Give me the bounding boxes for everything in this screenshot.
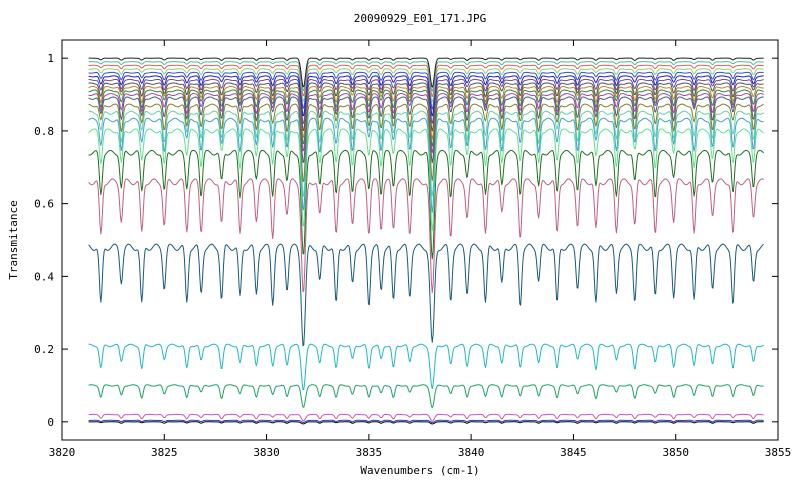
x-axis-label: Wavenumbers (cm-1): [360, 464, 479, 477]
series-line: [88, 178, 764, 294]
series-line: [88, 96, 764, 164]
series-line: [88, 128, 764, 232]
x-tick-label: 3835: [356, 446, 383, 459]
y-tick-label: 0.2: [34, 343, 54, 356]
series-line: [88, 384, 764, 409]
x-tick-label: 3845: [560, 446, 587, 459]
series-line: [88, 93, 764, 154]
y-tick-label: 0.6: [34, 198, 54, 211]
series-line: [88, 413, 764, 422]
y-tick-label: 0: [47, 416, 54, 429]
y-tick-label: 0.8: [34, 125, 54, 138]
y-tick-label: 0.4: [34, 270, 54, 283]
series-line: [88, 419, 764, 424]
x-tick-label: 3825: [151, 446, 178, 459]
series-line: [88, 61, 764, 92]
plot-frame: [61, 39, 779, 441]
y-axis: 0 0.2 0.4 0.6 0.8 1: [34, 52, 778, 429]
x-tick-label: 3820: [49, 446, 76, 459]
series-layer: [88, 57, 765, 425]
y-axis-label: Transmitance: [7, 200, 20, 279]
series-line: [88, 64, 764, 98]
series-line: [88, 57, 764, 88]
series-line: [88, 103, 764, 182]
x-tick-label: 3830: [253, 446, 280, 459]
series-line: [88, 89, 764, 147]
y-tick-label: 1: [47, 52, 54, 65]
series-line: [88, 117, 764, 213]
x-tick-label: 3840: [458, 446, 485, 459]
series-line: [88, 78, 764, 124]
series-line: [88, 68, 764, 103]
series-line: [88, 110, 764, 197]
x-axis: 3820 3825 3830 3835 3840 3845 3850 3855: [49, 40, 792, 459]
series-line: [88, 149, 765, 260]
series-line: [88, 343, 764, 390]
series-line: [88, 421, 764, 425]
x-tick-label: 3855: [765, 446, 792, 459]
series-line: [88, 243, 764, 347]
series-line: [88, 75, 764, 117]
series-line: [88, 85, 764, 140]
chart-title: 20090929_E01_171.JPG: [354, 12, 486, 25]
x-tick-label: 3850: [662, 446, 689, 459]
series-line: [88, 71, 764, 110]
series-line: [88, 82, 764, 132]
